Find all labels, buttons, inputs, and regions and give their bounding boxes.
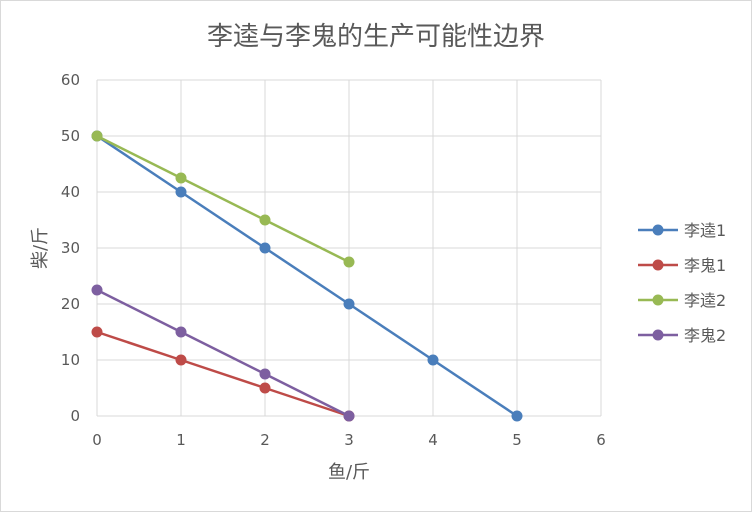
data-point <box>175 326 187 338</box>
data-point <box>259 368 271 380</box>
data-point <box>259 214 271 226</box>
data-point <box>91 284 103 296</box>
data-point <box>427 354 439 366</box>
y-tick-label: 0 <box>70 407 80 425</box>
x-tick-label: 6 <box>596 431 606 449</box>
legend: 李逵1 李鬼1 李逵2 李鬼2 <box>638 221 726 345</box>
data-point <box>175 354 187 366</box>
x-tick-label: 1 <box>176 431 186 449</box>
data-point <box>175 186 187 198</box>
series-3 <box>91 130 355 268</box>
legend-label: 李逵1 <box>684 221 726 240</box>
series-line <box>96 134 350 264</box>
legend-item: 李逵1 <box>638 221 726 240</box>
legend-item: 李逵2 <box>638 291 726 310</box>
legend-label: 李鬼2 <box>684 326 726 345</box>
y-tick-label: 10 <box>61 351 80 369</box>
y-tick-label: 60 <box>61 71 80 89</box>
legend-label: 李鬼1 <box>684 256 726 275</box>
data-point <box>259 382 271 394</box>
x-tick-label: 5 <box>512 431 522 449</box>
gridlines <box>96 79 602 417</box>
x-axis-label: 鱼/斤 <box>328 462 370 483</box>
legend-marker <box>652 259 664 271</box>
series-group <box>91 130 523 422</box>
series-4 <box>91 284 355 422</box>
legend-item: 李鬼2 <box>638 326 726 345</box>
series-2 <box>91 326 355 422</box>
legend-item: 李鬼1 <box>638 256 726 275</box>
legend-marker <box>652 294 664 306</box>
data-point <box>175 172 187 184</box>
data-point <box>91 326 103 338</box>
y-tick-labels: 0 10 20 30 40 50 60 <box>61 71 80 425</box>
x-tick-labels: 0 1 2 3 4 5 6 <box>92 431 606 449</box>
series-line <box>96 288 350 418</box>
y-tick-label: 40 <box>61 183 80 201</box>
series-1 <box>91 130 523 422</box>
data-point <box>343 410 355 422</box>
data-point <box>343 256 355 268</box>
legend-label: 李逵2 <box>684 291 726 310</box>
series-line <box>96 330 350 418</box>
data-point <box>259 242 271 254</box>
x-tick-label: 4 <box>428 431 438 449</box>
x-tick-label: 2 <box>260 431 270 449</box>
data-point <box>91 130 103 142</box>
series-line <box>96 134 518 418</box>
y-axis-label: 柴/斤 <box>30 227 51 269</box>
x-tick-label: 3 <box>344 431 354 449</box>
chart-title: 李逵与李鬼的生产可能性边界 <box>207 22 545 52</box>
y-tick-label: 20 <box>61 295 80 313</box>
data-point <box>511 410 523 422</box>
legend-marker <box>652 329 664 341</box>
x-tick-label: 0 <box>92 431 102 449</box>
y-tick-label: 30 <box>61 239 80 257</box>
data-point <box>343 298 355 310</box>
legend-marker <box>652 224 664 236</box>
y-tick-label: 50 <box>61 127 80 145</box>
